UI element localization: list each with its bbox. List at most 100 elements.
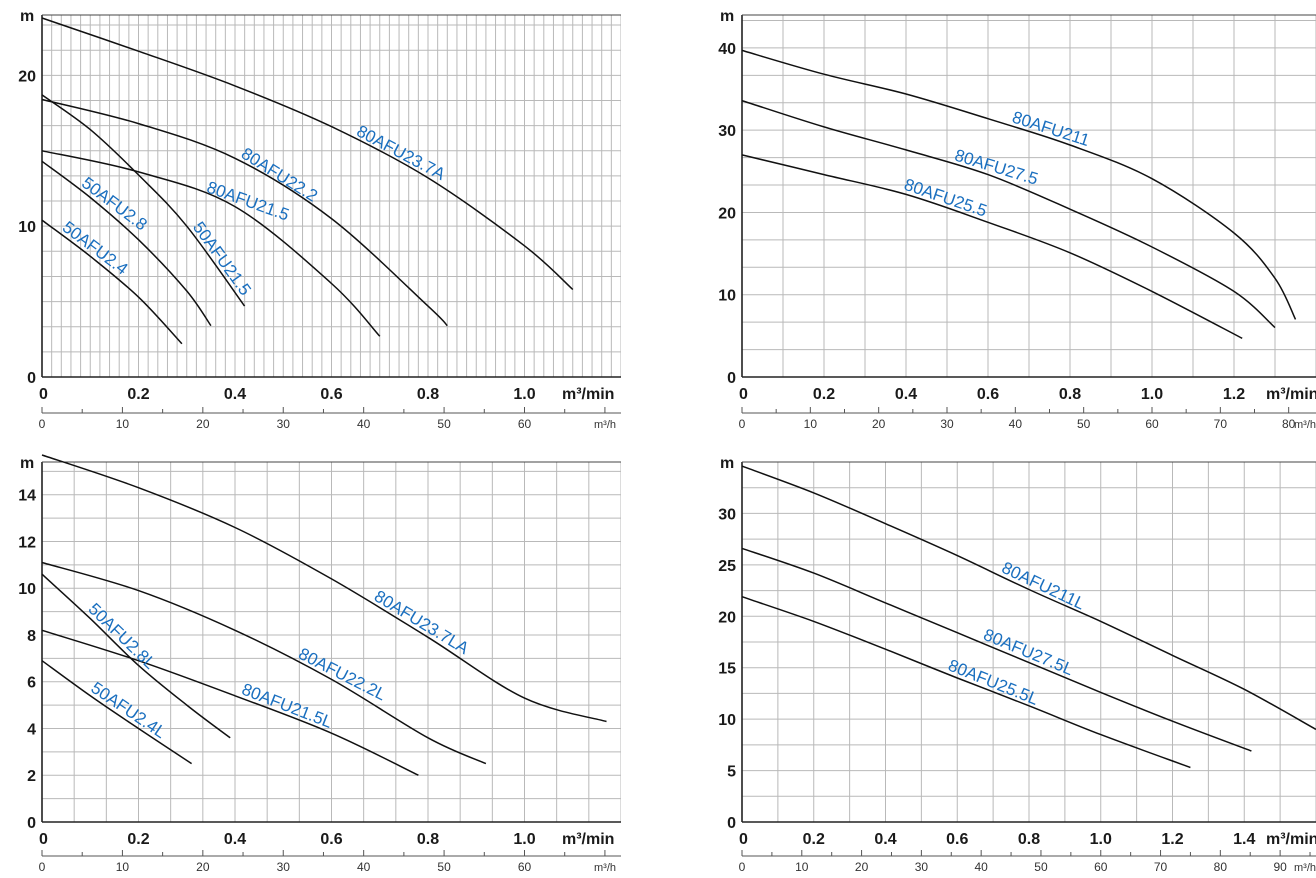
x-tick-label: 0 [739,831,748,848]
x2-tick-label: 90 [1273,860,1287,874]
y-unit-label: m [720,455,734,472]
x2-tick-label: 50 [437,860,451,874]
x-tick-label: 0.6 [320,831,342,848]
x-tick-label: 0.8 [417,831,439,848]
x2-tick-label: 20 [196,860,210,874]
curve-50AFU21.5 [41,94,246,307]
x2-tick-label: 50 [1077,417,1091,431]
curve-label: 80AFU22.2L [295,644,389,704]
curve-label: 80AFU21.5L [239,680,335,732]
x2-tick-label: 50 [437,417,451,431]
x2-tick-label: 70 [1154,860,1168,874]
y-tick-label: 14 [18,488,36,505]
x-tick-label: 0 [39,386,48,403]
x2-tick-label: 20 [196,417,210,431]
x-unit-label: m³/min [1266,831,1316,848]
chart-panel-4: m 0 5 10 15 20 25 30 0 0.2 0.4 0.6 0.8 1.0 1.2 1.4 m³/mi… [718,455,1316,874]
grid [42,15,621,377]
y-unit-label: m [20,455,34,472]
x-tick-label: 0.6 [977,386,999,403]
x-tick-label: 0.8 [1018,831,1040,848]
curve-80AFU21.5L [41,629,419,776]
curve-80AFU27.5 [741,99,1276,329]
x-tick-label: 0 [39,831,48,848]
curve-80AFU22.2L [41,561,487,765]
y-tick-label: 0 [727,370,736,387]
x2-unit-label: m³/h [1294,862,1316,874]
x-tick-label: 0.2 [803,831,825,848]
y-tick-label: 5 [727,764,736,781]
x-tick-label: 1.0 [1141,386,1163,403]
curve-label: 80AFU23.7A [353,121,448,184]
curve-50AFU2.4 [41,219,183,345]
chart-panel-1: m 0 10 20 0 0.2 0.4 0.6 0.8 1.0 m³/min 0 10 20 30 40 50 6… [18,8,621,431]
x2-tick-label: 0 [39,860,46,874]
x2-tick-label: 30 [940,417,954,431]
y-tick-label: 10 [18,581,36,598]
x2-tick-label: 10 [116,860,130,874]
x-unit-label: m³/min [1266,386,1316,403]
curve-80AFU22.2 [41,98,448,327]
chart-panel-2: m 0 10 20 30 40 0 0.2 0.4 0.6 0.8 1.0 1.2 m³/min 0 10 20… [718,8,1316,431]
curve-label: 80AFU211L [999,558,1088,613]
y-tick-label: 2 [27,768,36,785]
x-tick-label: 0.2 [127,831,149,848]
x2-tick-label: 0 [739,417,746,431]
x-tick-label: 0 [739,386,748,403]
curve-label: 50AFU2.4 [59,218,132,279]
x2-tick-label: 60 [518,417,532,431]
x-tick-label: 0.4 [874,831,896,848]
y-tick-label: 0 [27,370,36,387]
curve-80AFU211L [741,465,1316,731]
x-tick-label: 1.0 [513,831,535,848]
y-tick-label: 10 [718,712,736,729]
curve-80AFU21.5 [41,150,381,337]
x-tick-label: 0.8 [1059,386,1081,403]
x2-tick-label: 40 [357,417,371,431]
x2-tick-label: 40 [1009,417,1023,431]
x2-tick-label: 20 [855,860,869,874]
y-tick-label: 4 [27,721,36,738]
x2-tick-label: 30 [277,860,291,874]
curve-50AFU2.8L [41,573,231,739]
curve-80AFU23.7A [41,17,574,291]
y-unit-label: m [720,8,734,25]
x2-tick-label: 0 [739,860,746,874]
x2-unit-label: m³/h [594,419,616,431]
y-tick-label: 20 [18,68,36,85]
x-tick-label: 0.2 [127,386,149,403]
x2-tick-label: 10 [116,417,130,431]
curve-label: 80AFU211 [1010,108,1092,151]
x-tick-label: 0.6 [320,386,342,403]
curve-80AFU23.7LA [41,454,607,723]
x2-tick-label: 50 [1034,860,1048,874]
secondary-x-axis: 0 10 20 30 40 50 60 m³/h [39,850,621,874]
y-unit-label: m [20,8,34,25]
y-tick-label: 30 [718,123,736,140]
y-tick-label: 20 [718,609,736,626]
x2-tick-label: 20 [872,417,886,431]
x2-tick-label: 40 [357,860,371,874]
x-tick-label: 0.2 [813,386,835,403]
y-tick-label: 6 [27,675,36,692]
x2-tick-label: 0 [39,417,46,431]
x2-tick-label: 80 [1214,860,1228,874]
x-tick-label: 1.0 [1090,831,1112,848]
x2-tick-label: 60 [1094,860,1108,874]
x2-unit-label: m³/h [1294,419,1316,431]
x2-tick-label: 70 [1214,417,1228,431]
y-tick-label: 25 [718,558,736,575]
y-tick-label: 15 [718,661,736,678]
x2-tick-label: 80 [1282,417,1296,431]
grid [42,462,621,822]
curve-label: 80AFU27.5L [981,625,1076,679]
x2-tick-label: 30 [277,417,291,431]
x-unit-label: m³/min [562,386,614,403]
curve-80AFU211 [741,49,1297,320]
x2-tick-label: 30 [915,860,929,874]
y-tick-label: 20 [718,205,736,222]
y-tick-label: 0 [27,815,36,832]
x2-unit-label: m³/h [594,862,616,874]
